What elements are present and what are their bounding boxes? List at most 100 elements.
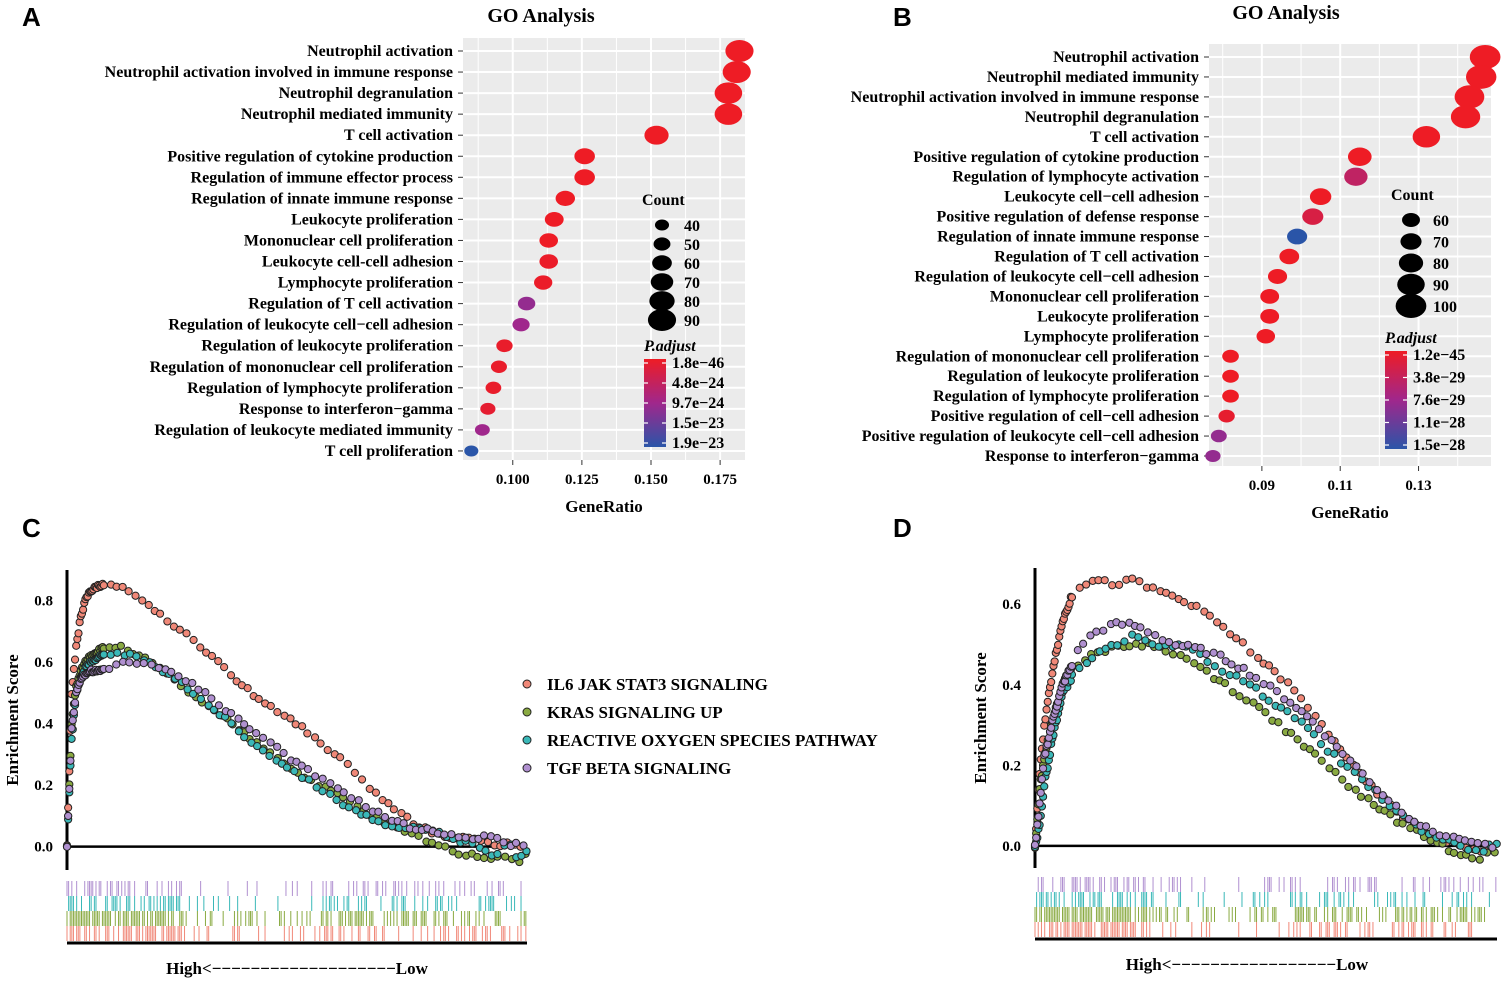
data-point	[1242, 696, 1251, 705]
data-point	[243, 684, 252, 693]
data-point	[1316, 740, 1326, 749]
data-point	[1082, 580, 1091, 589]
data-point	[1449, 848, 1459, 857]
data-point	[1238, 638, 1247, 647]
data-point	[1035, 799, 1044, 808]
data-point	[714, 82, 743, 104]
data-point	[1305, 745, 1315, 754]
data-point	[1310, 749, 1320, 758]
data-point	[226, 671, 236, 680]
data-point	[1364, 794, 1373, 803]
panel-c-gsea-plot: 0.0 0.2 0.4 0.6 0.8 Enrichment Score High<−−−−…	[3, 570, 531, 978]
data-point	[1327, 735, 1336, 745]
data-point	[1344, 782, 1353, 792]
panel-letter-c: C	[22, 513, 41, 543]
data-point	[1270, 667, 1279, 676]
data-point	[1410, 817, 1419, 826]
series-reactive-oxygen-species-pathway	[62, 648, 531, 862]
data-point	[253, 741, 262, 751]
pvalue-legend-title: P.adjust	[643, 338, 696, 355]
data-point	[1467, 854, 1477, 863]
gsea-legend: IL6 JAK STAT3 SIGNALING KRAS SIGNALING UP…	[522, 675, 878, 778]
data-point	[1314, 725, 1324, 734]
term-label: Regulation of lymphocyte proliferation	[187, 380, 453, 397]
term-label: Regulation of immune effector process	[191, 169, 453, 186]
x-tick-label: 0.125	[565, 472, 599, 488]
term-label: Regulation of lymphocyte activation	[952, 169, 1199, 186]
data-point	[1303, 703, 1312, 712]
data-point	[403, 812, 412, 821]
data-point	[1373, 786, 1382, 795]
data-point	[336, 753, 345, 762]
data-point	[1067, 662, 1077, 671]
data-point	[298, 722, 307, 731]
data-point	[485, 381, 502, 394]
data-point	[1228, 688, 1237, 697]
pvalue-legend-label: 1.2e−45	[1413, 347, 1465, 364]
data-point	[144, 600, 153, 610]
data-point	[310, 733, 320, 742]
data-point	[279, 748, 288, 758]
term-label: Neutrophil activation involved in immune…	[105, 64, 453, 81]
data-point	[1252, 683, 1261, 692]
data-point	[499, 838, 508, 847]
data-point	[361, 802, 370, 812]
data-point	[517, 851, 526, 860]
data-point	[1344, 167, 1368, 186]
data-point	[1264, 661, 1274, 670]
data-point	[1210, 662, 1219, 671]
data-point	[454, 833, 463, 842]
data-point	[297, 773, 307, 783]
data-point	[1171, 641, 1180, 650]
count-legend-dot	[649, 291, 675, 311]
data-point	[1033, 820, 1042, 829]
legend-label: IL6 JAK STAT3 SIGNALING	[547, 675, 768, 694]
count-legend-dot	[647, 309, 677, 331]
term-label: Positive regulation of cytokine producti…	[913, 149, 1199, 166]
data-point	[286, 714, 295, 723]
data-point	[1216, 650, 1225, 659]
data-point	[326, 779, 335, 788]
data-point	[399, 819, 408, 828]
data-point	[517, 296, 536, 311]
data-point	[1258, 692, 1267, 701]
y-tick-label: 0.2	[34, 778, 53, 794]
data-point	[1182, 654, 1191, 663]
pvalue-colorbar	[644, 359, 666, 447]
data-point	[1293, 735, 1302, 744]
pvalue-legend-label: 7.6e−29	[1413, 392, 1465, 409]
data-point	[167, 667, 176, 677]
count-legend-label: 80	[1433, 256, 1449, 273]
data-point	[1183, 640, 1193, 649]
data-point	[220, 663, 229, 672]
data-point	[1114, 580, 1124, 589]
data-point	[1213, 618, 1222, 627]
data-point	[1113, 641, 1122, 650]
data-point	[113, 648, 122, 657]
term-label: Lymphocyte proliferation	[278, 275, 453, 292]
data-point	[344, 803, 353, 812]
data-point	[240, 720, 249, 729]
term-label: Positive regulation of cytokine producti…	[167, 148, 453, 165]
y-tick-label: 0.6	[1002, 597, 1021, 613]
data-point	[1309, 730, 1318, 739]
count-legend-title: Count	[642, 192, 685, 209]
data-point	[397, 809, 406, 818]
data-point	[1284, 678, 1293, 687]
data-point	[1099, 626, 1108, 635]
data-point	[1042, 705, 1051, 714]
data-point	[196, 694, 205, 704]
data-point	[1202, 666, 1211, 675]
x-axis-label: GeneRatio	[1311, 503, 1388, 522]
data-point	[194, 685, 203, 694]
term-label: Mononuclear cell proliferation	[990, 288, 1199, 305]
data-point	[534, 275, 553, 290]
data-point	[227, 719, 236, 728]
data-point	[1256, 329, 1276, 344]
data-point	[1290, 686, 1299, 695]
term-label: Positive regulation of leukocyte cell−ce…	[862, 428, 1199, 445]
data-point	[440, 830, 449, 839]
data-point	[1151, 630, 1160, 640]
data-point	[1227, 660, 1236, 669]
data-point	[544, 212, 564, 227]
